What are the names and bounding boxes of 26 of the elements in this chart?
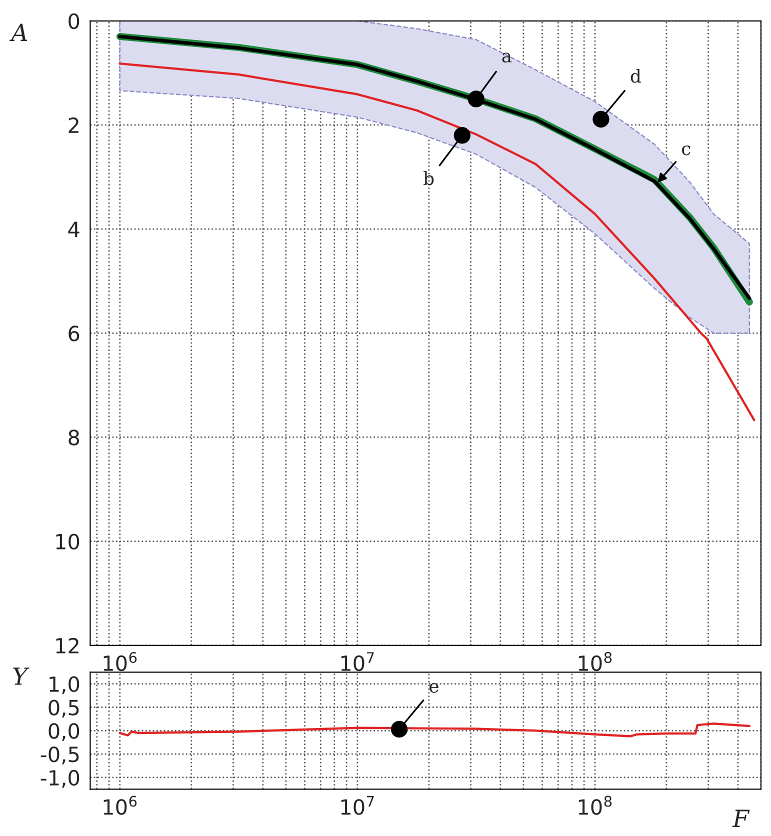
y-tick-label: 0,0: [48, 723, 80, 741]
annotation: a: [502, 52, 512, 63]
y-tick-label: 12: [56, 638, 78, 654]
x-tick-label: 10$^{6}$: [104, 796, 137, 815]
y-tick-label: 10: [56, 534, 80, 550]
y-tick-label: 0,5: [48, 700, 79, 718]
x-axis-title: F: [732, 810, 750, 828]
annotation: e: [430, 682, 438, 693]
y-tick-label: -0,5: [40, 746, 79, 764]
y-axis-title: A: [9, 24, 28, 41]
y-tick-label: 6: [68, 326, 80, 342]
x-tick-label: 10$^{7}$: [341, 796, 374, 815]
annotation: c: [682, 145, 690, 156]
annotation: d: [630, 68, 641, 83]
y-axis-title: Y: [13, 668, 30, 685]
y-tick-label: 0: [68, 13, 80, 30]
y-tick-label: -1,0: [40, 770, 80, 788]
x-tick-label: 10$^{7}$: [341, 652, 374, 672]
y-tick-label: 4: [68, 222, 80, 237]
x-tick-label: 10$^{8}$: [578, 652, 612, 672]
y-tick-label: 2: [68, 117, 78, 133]
annotation: b: [424, 171, 434, 186]
x-tick-label: 10$^{6}$: [104, 652, 137, 672]
y-tick-label: 1,0: [50, 676, 80, 694]
x-tick-label: 10$^{8}$: [578, 796, 612, 815]
y-tick-label: 8: [68, 430, 80, 446]
